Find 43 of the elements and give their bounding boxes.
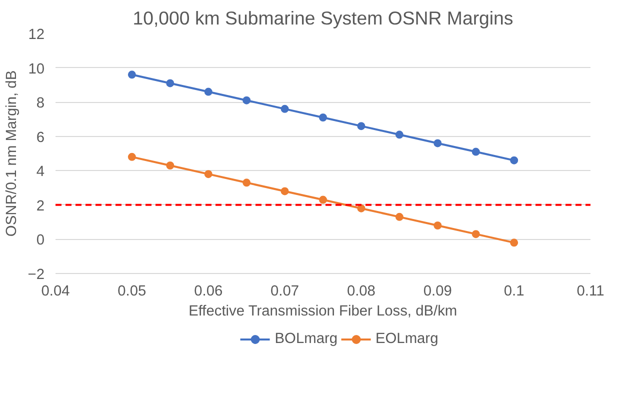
point — [472, 230, 480, 238]
x-tick-label: 0.06 — [194, 284, 223, 300]
x-tick-label: 0.04 — [41, 284, 70, 300]
point — [319, 114, 327, 122]
legend-label: EOLmarg — [376, 331, 438, 347]
legend-label: BOLmarg — [274, 331, 338, 347]
y-tick-label: 0 — [36, 232, 45, 249]
x-tick-label: 0.09 — [423, 284, 452, 300]
y-tick-label: 10 — [28, 61, 45, 78]
point — [319, 196, 327, 204]
y-axis-title: OSNR/0.1 nm Margin, dB — [4, 70, 20, 237]
point — [128, 70, 136, 79]
point — [395, 130, 404, 139]
point — [204, 170, 212, 178]
point — [242, 96, 251, 104]
point — [395, 212, 404, 221]
point — [204, 88, 212, 96]
y-tick-label: 6 — [36, 130, 45, 146]
x-tick-label: 0.1 — [504, 284, 524, 300]
point — [357, 204, 366, 212]
point — [434, 139, 442, 148]
chart-title: 10,000 km Submarine System OSNR Margins — [132, 8, 514, 28]
y-tick-label: 8 — [36, 96, 45, 112]
point — [128, 152, 136, 161]
y-tick-label: −2 — [28, 267, 45, 283]
point — [166, 79, 174, 88]
y-tick-label: 2 — [36, 198, 45, 214]
x-tick-label: 0.08 — [346, 284, 376, 300]
y-tick-label: 4 — [36, 164, 45, 180]
point — [510, 156, 518, 164]
point — [166, 162, 174, 170]
point — [472, 148, 480, 156]
x-tick-label: 0.05 — [118, 284, 146, 300]
point — [280, 104, 289, 113]
point — [357, 122, 366, 130]
x-tick-label: 0.07 — [270, 284, 300, 300]
point — [280, 187, 289, 196]
x-axis-title: Effective Transmission Fiber Loss, dB/km — [188, 304, 458, 320]
x-tick-label: 0.11 — [576, 284, 604, 300]
point — [510, 238, 518, 247]
point — [434, 222, 442, 230]
point — [242, 178, 251, 187]
y-tick-label: 12 — [28, 27, 45, 43]
